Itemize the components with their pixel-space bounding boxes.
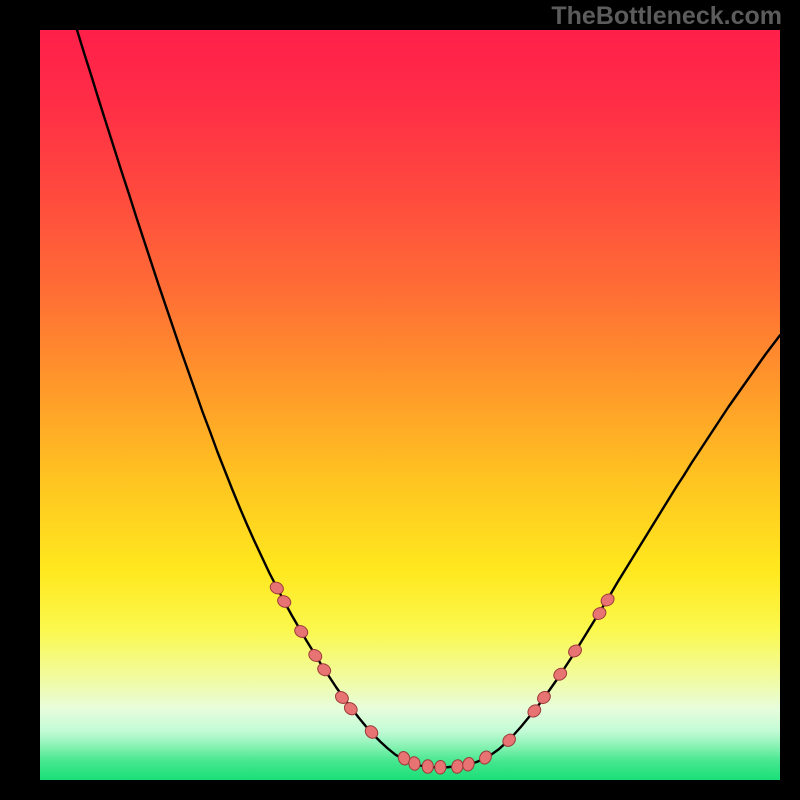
chart-stage: TheBottleneck.com — [0, 0, 800, 800]
scatter-marker — [422, 760, 433, 774]
plot-background — [40, 30, 780, 780]
bottleneck-chart — [0, 0, 800, 800]
scatter-marker — [434, 760, 446, 774]
